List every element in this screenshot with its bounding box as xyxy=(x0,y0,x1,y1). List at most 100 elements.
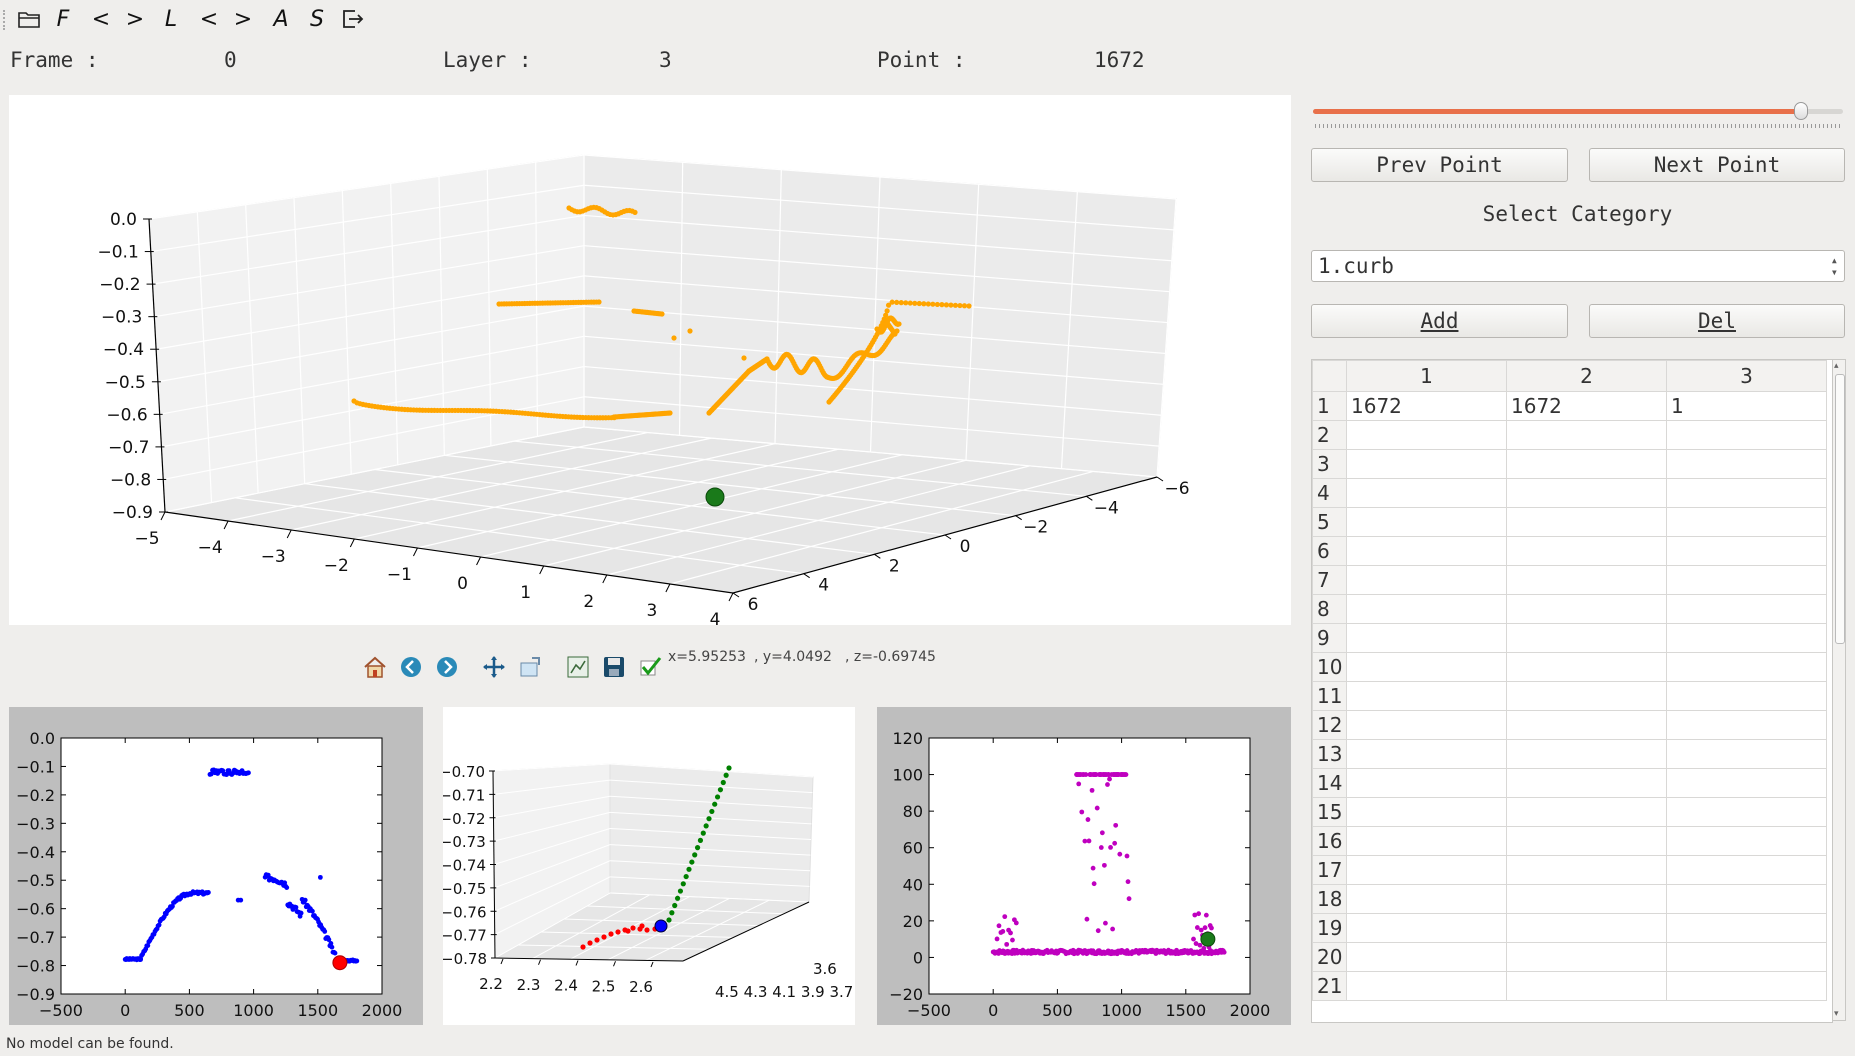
table-cell[interactable] xyxy=(1346,681,1507,711)
table-cell[interactable] xyxy=(1346,449,1507,479)
table-row[interactable]: 6 xyxy=(1312,536,1827,566)
row-header[interactable]: 18 xyxy=(1312,884,1347,914)
main-3d-plot-canvas[interactable]: 0.0−0.1−0.2−0.3−0.4−0.5−0.6−0.7−0.8−0.9 … xyxy=(9,95,1291,630)
table-corner[interactable] xyxy=(1312,360,1347,392)
row-header[interactable]: 1 xyxy=(1312,391,1347,421)
category-select[interactable]: 1.curb ▴ ▾ xyxy=(1311,250,1845,282)
table-row[interactable]: 2 xyxy=(1312,420,1827,450)
table-cell[interactable] xyxy=(1506,913,1667,943)
next-layer-button[interactable]: > xyxy=(233,6,253,32)
table-cell[interactable] xyxy=(1506,507,1667,537)
table-cell[interactable] xyxy=(1506,884,1667,914)
table-cell[interactable] xyxy=(1666,652,1827,682)
add-button[interactable]: Add xyxy=(1311,304,1568,338)
local-3d-plot[interactable]: −0.70 −0.71 −0.72 −0.73 −0.74 −0.75 −0.76 −0.77… xyxy=(439,707,855,1025)
scroll-up-icon[interactable]: ▴ xyxy=(1834,361,1839,371)
table-row[interactable]: 10 xyxy=(1312,652,1827,682)
home-icon[interactable] xyxy=(362,654,388,680)
row-header[interactable]: 7 xyxy=(1312,565,1347,595)
table-row[interactable]: 8 xyxy=(1312,594,1827,624)
save-tool-button[interactable]: S xyxy=(310,6,324,32)
table-cell[interactable] xyxy=(1346,739,1507,769)
table-row[interactable]: 3 xyxy=(1312,449,1827,479)
row-header[interactable]: 13 xyxy=(1312,739,1347,769)
table-cell[interactable] xyxy=(1506,942,1667,972)
table-row[interactable]: 20 xyxy=(1312,942,1827,972)
column-header-3[interactable]: 3 xyxy=(1666,360,1827,392)
table-cell[interactable] xyxy=(1346,623,1507,653)
exit-icon[interactable] xyxy=(338,4,368,34)
table-cell[interactable] xyxy=(1666,884,1827,914)
table-cell[interactable] xyxy=(1346,826,1507,856)
table-cell[interactable] xyxy=(1346,536,1507,566)
table-cell[interactable] xyxy=(1506,739,1667,769)
table-cell[interactable]: 1 xyxy=(1666,391,1827,421)
table-cell[interactable] xyxy=(1506,768,1667,798)
table-cell[interactable]: 1672 xyxy=(1506,391,1667,421)
table-cell[interactable] xyxy=(1346,855,1507,885)
toolbar-grip[interactable] xyxy=(3,10,8,30)
frame-tool-button[interactable]: F xyxy=(56,6,70,32)
row-header[interactable]: 10 xyxy=(1312,652,1347,682)
table-cell[interactable] xyxy=(1506,797,1667,827)
table-cell[interactable] xyxy=(1666,826,1827,856)
table-row[interactable]: 21 xyxy=(1312,971,1827,1001)
row-header[interactable]: 6 xyxy=(1312,536,1347,566)
column-header-1[interactable]: 1 xyxy=(1346,360,1507,392)
table-cell[interactable] xyxy=(1666,971,1827,1001)
table-cell[interactable] xyxy=(1506,536,1667,566)
add-tool-button[interactable]: A xyxy=(273,6,289,32)
check-icon[interactable] xyxy=(637,654,663,680)
table-cell[interactable]: 1672 xyxy=(1346,391,1507,421)
local-3d-canvas[interactable]: −0.70 −0.71 −0.72 −0.73 −0.74 −0.75 −0.76 −0.77… xyxy=(439,707,855,1025)
save-figure-icon[interactable] xyxy=(601,654,627,680)
table-vertical-scrollbar[interactable]: ▴ ▾ xyxy=(1832,359,1846,1021)
table-cell[interactable] xyxy=(1346,942,1507,972)
table-row[interactable]: 1 1672 1672 1 xyxy=(1312,391,1827,421)
table-cell[interactable] xyxy=(1346,478,1507,508)
table-cell[interactable] xyxy=(1666,507,1827,537)
table-row[interactable]: 4 xyxy=(1312,478,1827,508)
table-cell[interactable] xyxy=(1506,623,1667,653)
table-cell[interactable] xyxy=(1666,681,1827,711)
table-row[interactable]: 12 xyxy=(1312,710,1827,740)
table-cell[interactable] xyxy=(1666,449,1827,479)
next-frame-button[interactable]: > xyxy=(125,6,145,32)
table-cell[interactable] xyxy=(1506,971,1667,1001)
table-cell[interactable] xyxy=(1666,478,1827,508)
intensity-plot[interactable]: 120 100 80 60 40 20 0 −20 −500 0 500 1000 1500 2000 xyxy=(877,707,1291,1025)
table-cell[interactable] xyxy=(1506,681,1667,711)
height-profile-plot[interactable]: 0.0 −0.1 −0.2 −0.3 −0.4 −0.5 −0.6 −0.7 −0.8 −0.9 … xyxy=(9,707,423,1025)
open-folder-icon[interactable] xyxy=(14,4,44,34)
table-row[interactable]: 11 xyxy=(1312,681,1827,711)
table-cell[interactable] xyxy=(1666,942,1827,972)
scroll-down-icon[interactable]: ▾ xyxy=(1834,1009,1839,1019)
table-row[interactable]: 15 xyxy=(1312,797,1827,827)
table-row[interactable]: 7 xyxy=(1312,565,1827,595)
back-icon[interactable] xyxy=(398,654,424,680)
pan-icon[interactable] xyxy=(481,654,507,680)
scrollbar-thumb[interactable] xyxy=(1835,374,1845,644)
table-cell[interactable] xyxy=(1506,449,1667,479)
configure-subplots-icon[interactable] xyxy=(565,654,591,680)
row-header[interactable]: 21 xyxy=(1312,971,1347,1001)
column-header-2[interactable]: 2 xyxy=(1506,360,1667,392)
table-cell[interactable] xyxy=(1506,826,1667,856)
table-row[interactable]: 18 xyxy=(1312,884,1827,914)
table-cell[interactable] xyxy=(1346,971,1507,1001)
table-cell[interactable] xyxy=(1666,594,1827,624)
table-row[interactable]: 14 xyxy=(1312,768,1827,798)
table-cell[interactable] xyxy=(1346,768,1507,798)
row-header[interactable]: 16 xyxy=(1312,826,1347,856)
prev-frame-button[interactable]: < xyxy=(91,6,111,32)
table-row[interactable]: 9 xyxy=(1312,623,1827,653)
table-cell[interactable] xyxy=(1506,652,1667,682)
table-cell[interactable] xyxy=(1666,855,1827,885)
table-row[interactable]: 5 xyxy=(1312,507,1827,537)
table-cell[interactable] xyxy=(1666,420,1827,450)
table-cell[interactable] xyxy=(1346,652,1507,682)
layer-tool-button[interactable]: L xyxy=(164,6,178,32)
table-cell[interactable] xyxy=(1346,884,1507,914)
row-header[interactable]: 19 xyxy=(1312,913,1347,943)
row-header[interactable]: 9 xyxy=(1312,623,1347,653)
